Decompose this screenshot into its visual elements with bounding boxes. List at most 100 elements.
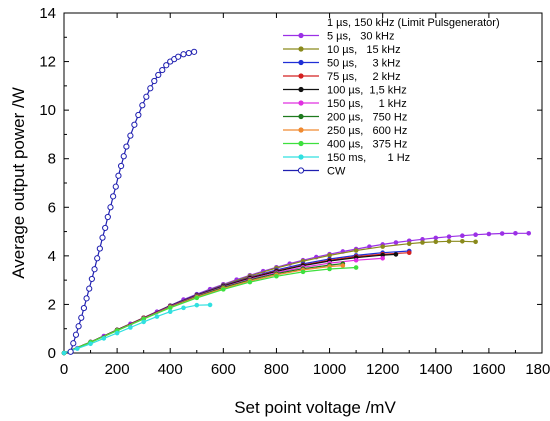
series-3 xyxy=(61,248,412,356)
data-point xyxy=(460,233,465,238)
x-tick-label: 1400 xyxy=(419,361,452,378)
legend-item: 10 µs, 15 kHz xyxy=(283,44,401,56)
data-point xyxy=(460,238,465,244)
data-point xyxy=(107,204,114,211)
x-tick-label: 600 xyxy=(211,361,236,378)
data-point xyxy=(128,325,133,330)
data-point xyxy=(380,244,385,249)
data-point xyxy=(167,309,173,315)
data-point xyxy=(127,132,134,139)
legend-marker xyxy=(298,46,304,52)
data-point xyxy=(155,71,162,79)
series-1 xyxy=(61,230,532,356)
data-point xyxy=(120,153,127,160)
data-point xyxy=(104,213,111,221)
data-point xyxy=(194,295,200,301)
legend-label: CW xyxy=(327,166,346,178)
x-tick-label: 1000 xyxy=(313,361,346,378)
legend-label: 10 µs, 15 kHz xyxy=(327,44,401,56)
data-point xyxy=(380,252,385,258)
data-point xyxy=(526,230,532,236)
data-point xyxy=(74,346,80,351)
data-point xyxy=(135,111,142,119)
data-point xyxy=(175,53,182,60)
series-line xyxy=(70,51,195,352)
series-line xyxy=(63,304,211,354)
x-tick-label: 400 xyxy=(158,361,183,378)
series-line xyxy=(63,240,476,354)
legend-item: 100 µs, 1,5 kHz xyxy=(283,85,407,97)
data-point xyxy=(340,263,346,268)
data-point xyxy=(194,302,200,308)
data-point xyxy=(80,304,88,312)
legend-label: 75 µs, 2 kHz xyxy=(327,71,401,83)
series-line xyxy=(63,266,357,354)
series-line xyxy=(63,263,343,354)
x-tick-label: 1200 xyxy=(366,361,399,378)
data-point xyxy=(499,231,505,236)
legend-item: 5 µs, 30 kHz xyxy=(283,31,394,43)
legend-item: 150 µs, 1 kHz xyxy=(283,98,407,110)
data-point xyxy=(393,252,399,257)
data-point xyxy=(446,238,452,244)
data-point xyxy=(114,330,120,336)
y-tick-label: 14 xyxy=(39,5,56,22)
legend-marker xyxy=(298,32,304,39)
legend-marker xyxy=(298,100,304,106)
data-point xyxy=(185,49,192,57)
y-tick-label: 2 xyxy=(48,296,56,313)
series-2 xyxy=(61,238,478,356)
legend-item: 50 µs, 3 kHz xyxy=(283,58,401,70)
data-point xyxy=(101,336,107,341)
legend-label: 150 ms, 1 Hz xyxy=(327,152,410,164)
x-tick-label: 0 xyxy=(60,361,68,378)
series-9 xyxy=(61,265,359,356)
data-point xyxy=(300,269,306,275)
data-point xyxy=(473,239,478,245)
series-line xyxy=(63,253,396,354)
data-point xyxy=(433,235,439,241)
data-point xyxy=(274,273,279,279)
data-point xyxy=(353,248,359,253)
data-point xyxy=(353,257,359,263)
legend-label: 50 µs, 3 kHz xyxy=(327,58,401,70)
data-point xyxy=(380,255,385,261)
data-point xyxy=(406,250,412,255)
data-point xyxy=(446,234,452,239)
data-point xyxy=(433,239,439,245)
data-point xyxy=(159,66,166,74)
legend-marker xyxy=(298,140,304,147)
series-line xyxy=(63,257,383,354)
series-layer xyxy=(61,48,532,356)
data-point xyxy=(180,51,187,58)
data-point xyxy=(420,237,425,242)
data-point xyxy=(247,279,253,285)
series-11 xyxy=(67,48,198,355)
x-tick-label: 800 xyxy=(264,361,289,378)
data-point xyxy=(67,348,74,355)
data-point xyxy=(327,253,332,258)
legend-marker xyxy=(298,113,304,120)
data-point xyxy=(513,230,518,236)
y-tick-label: 4 xyxy=(48,248,56,265)
data-point xyxy=(163,62,170,69)
x-tick-label: 200 xyxy=(105,361,130,378)
data-point xyxy=(154,314,160,319)
data-point xyxy=(70,340,77,347)
x-tick-label: 1600 xyxy=(472,361,505,378)
legend-item: 150 ms, 1 Hz xyxy=(283,152,410,164)
legend-label: 200 µs, 750 Hz xyxy=(327,112,407,124)
series-4 xyxy=(61,250,412,356)
y-tick-label: 6 xyxy=(48,199,56,216)
legend-header: 1 µs, 150 kHz (Limit Pulsgenerator) xyxy=(327,17,500,29)
data-point xyxy=(420,240,425,245)
data-point xyxy=(91,266,98,273)
data-point xyxy=(88,275,95,283)
data-point xyxy=(123,143,130,150)
data-point xyxy=(221,287,226,292)
data-point xyxy=(327,266,332,272)
y-tick-label: 12 xyxy=(39,54,56,71)
